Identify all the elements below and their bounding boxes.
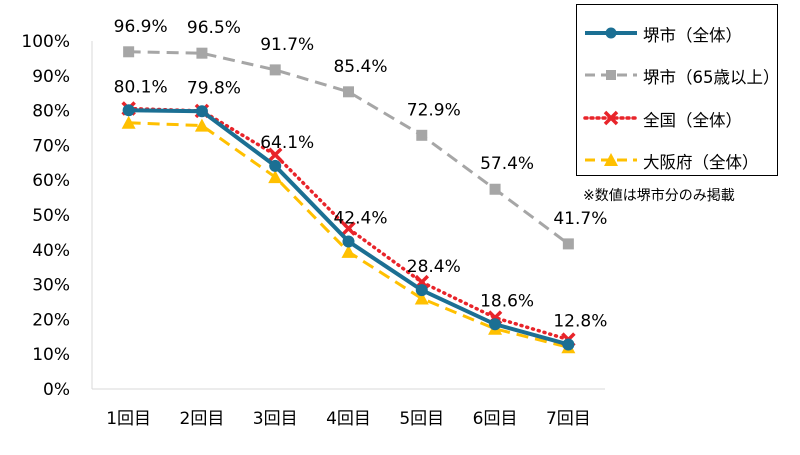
y-tick-label: 80% (32, 102, 70, 122)
data-point (489, 318, 502, 331)
data-point (123, 46, 135, 58)
series-1 (123, 46, 574, 250)
x-tick-label: 1回目 (106, 409, 151, 429)
legend-label: 全国（全体） (643, 111, 742, 130)
legend-item-sakai-65plus: 堺市（65歳以上） (577, 63, 780, 87)
data-label: 72.9% (407, 100, 461, 120)
data-label: 91.7% (260, 35, 314, 55)
data-label: 85.4% (333, 57, 387, 77)
x-tick-label: 3回目 (253, 409, 298, 429)
data-point (121, 115, 136, 129)
data-label: 80.1% (114, 77, 168, 97)
data-point (342, 235, 355, 248)
y-tick-label: 20% (32, 310, 70, 330)
x-tick-label: 4回目 (326, 409, 371, 429)
data-point (414, 291, 429, 305)
data-label: 42.4% (333, 208, 387, 228)
data-point (415, 284, 428, 297)
data-labels: 96.9% 96.5% 91.7% 85.4% 72.9% 57.4% 41.7% 80.1%… (114, 17, 608, 332)
y-tick-label: 40% (32, 241, 70, 261)
data-label: 64.1% (260, 133, 314, 153)
data-label: 96.9% (114, 17, 168, 37)
series-3 (121, 115, 576, 354)
data-point (194, 118, 209, 132)
data-label: 28.4% (407, 257, 461, 277)
data-point (562, 338, 575, 351)
x-tick-label: 5回目 (399, 409, 444, 429)
data-point (341, 221, 356, 236)
y-tick-label: 100% (21, 32, 70, 52)
x-tick-label: 6回目 (473, 409, 518, 429)
series-layer (121, 46, 576, 354)
data-point (343, 86, 354, 98)
legend-label: 大阪府（全体） (643, 153, 759, 172)
data-point (195, 105, 208, 118)
data-label: 57.4% (480, 154, 534, 174)
y-tick-label: 90% (32, 67, 70, 87)
legend-line-dotted-x-icon (583, 110, 639, 126)
legend-item-sakai-all: 堺市（全体） (577, 21, 777, 45)
axes: 0% 10% 20% 30% 40% 50% 60% 70% 80% 90% 100% 1回目 2回目 3… (21, 32, 605, 429)
data-point (122, 104, 135, 117)
data-point (341, 244, 356, 258)
data-label: 79.8% (187, 78, 241, 98)
data-point (489, 183, 501, 195)
data-point (562, 238, 574, 250)
y-tick-label: 30% (32, 276, 70, 296)
x-tick-label: 7回目 (546, 409, 591, 429)
y-tick-label: 50% (32, 206, 70, 226)
data-point (268, 170, 283, 184)
y-tick-label: 10% (32, 345, 70, 365)
data-point (269, 64, 281, 76)
data-label: 12.8% (553, 311, 607, 331)
chart-note: ※数値は堺市分のみ掲載 (583, 188, 735, 204)
legend-item-national-all: 全国（全体） (577, 106, 777, 130)
y-tick-label: 60% (32, 171, 70, 191)
legend-label: 堺市（全体） (643, 26, 742, 45)
data-label: 96.5% (187, 18, 241, 38)
data-label: 18.6% (480, 291, 534, 311)
data-point (196, 47, 208, 59)
data-point (269, 159, 282, 172)
data-point (267, 147, 283, 163)
x-tick-label: 2回目 (180, 409, 225, 429)
legend-item-osaka-all: 大阪府（全体） (577, 148, 777, 172)
legend-line-dashed-square-icon (585, 70, 637, 80)
y-tick-label: 0% (43, 380, 70, 400)
data-label: 41.7% (553, 209, 607, 229)
legend: 堺市（全体） 堺市（65歳以上） 全国（全体） 大阪府（全体） (576, 4, 780, 176)
legend-line-solid-circle-icon (585, 27, 637, 39)
series-0 (122, 104, 575, 351)
y-tick-label: 70% (32, 136, 70, 156)
legend-label: 堺市（65歳以上） (643, 68, 780, 87)
legend-line-dashed-triangle-icon (585, 153, 637, 166)
data-point (416, 129, 428, 141)
